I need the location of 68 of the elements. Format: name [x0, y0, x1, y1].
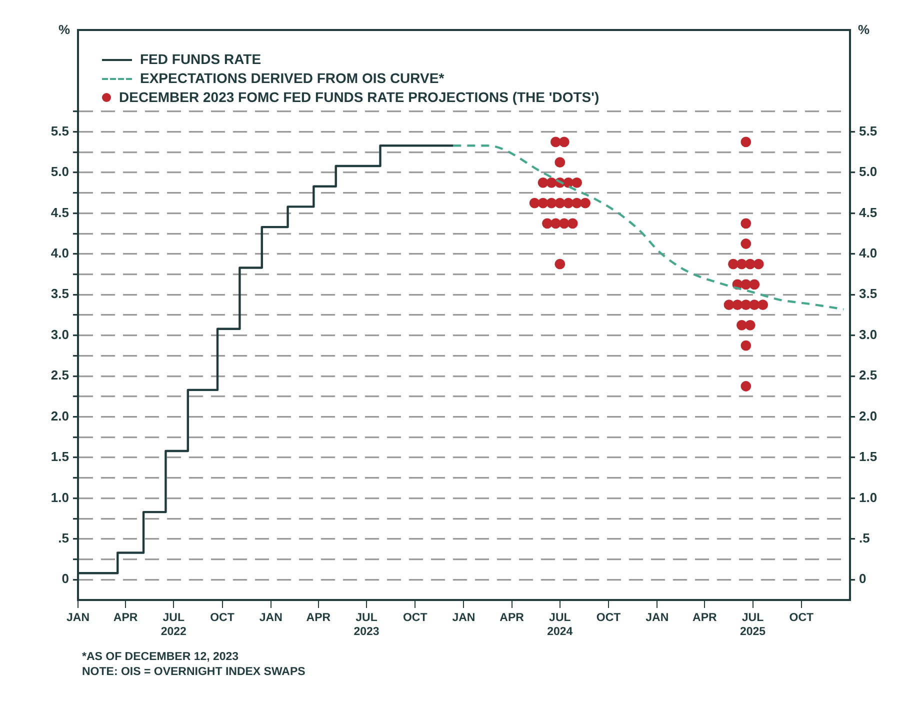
x-tick-label: JUL 2025: [740, 612, 766, 638]
y2-tick-label: 4.0: [859, 246, 878, 261]
y-tick-label: 1.5: [50, 449, 69, 464]
y-tick-label: 3.5: [50, 286, 69, 302]
point: [740, 340, 752, 351]
y2-tick-label: 1.0: [859, 490, 878, 505]
x-tick-label: APR: [113, 612, 138, 624]
point: [558, 136, 570, 148]
point: [554, 157, 566, 168]
point: [740, 136, 752, 148]
y2-axis-title: %: [858, 22, 870, 38]
point: [550, 136, 561, 148]
point: [744, 320, 756, 330]
point: [740, 381, 752, 392]
text: NOTE: OIS = OVERNIGHT INDEX SWAPS: [82, 665, 306, 680]
legend-label: FED FUNDS RATE: [140, 50, 262, 69]
point: [740, 218, 752, 229]
x-tick-label: OCT: [596, 612, 621, 624]
x-tick-label: JUL 2024: [547, 612, 574, 638]
y-tick-label: 4.0: [50, 246, 69, 261]
point: [538, 177, 548, 188]
y2-tick-label: 3.0: [859, 326, 878, 342]
x-tick-label: JAN: [452, 612, 476, 624]
y2-tick-label: 3.5: [859, 286, 878, 302]
y2-tick-label: 2.5: [859, 368, 878, 383]
y2-tick-label: .5: [859, 530, 870, 546]
y-tick-label: 3.0: [50, 326, 69, 342]
point: [538, 198, 548, 208]
legend-label: EXPECTATIONS DERIVED FROM OIS CURVE*: [140, 69, 444, 88]
x-tick-label: OCT: [402, 612, 428, 624]
x-tick-label: JAN: [66, 612, 90, 624]
y2-tick-label: 1.5: [859, 449, 878, 464]
y2-tick-label: 4.5: [859, 204, 878, 220]
legend-label: DECEMBER 2023 FOMC FED FUNDS RATE PROJECTIONS (THE 'DOTS'): [119, 88, 600, 107]
point: [758, 300, 768, 310]
y-tick-label: 4.5: [50, 204, 69, 220]
y-tick-label: 2.5: [50, 368, 69, 383]
point: [572, 198, 582, 208]
point: [753, 258, 764, 270]
point: [572, 177, 582, 188]
point: [580, 198, 590, 208]
y2-tick-label: 5.0: [859, 164, 878, 180]
point: [554, 258, 566, 270]
y2-tick-label: 5.5: [859, 123, 878, 138]
y-tick-label: 1.0: [50, 490, 69, 505]
y-tick-label: 5.5: [50, 123, 69, 138]
x-tick-label: OCT: [210, 612, 234, 624]
point: [749, 279, 760, 290]
x-tick-label: JUL 2023: [354, 612, 380, 638]
point: [740, 238, 752, 249]
x-tick-label: APR: [692, 612, 718, 624]
y-tick-label: .5: [58, 530, 69, 546]
x-tick-label: JAN: [646, 612, 669, 624]
x-tick-label: JAN: [259, 612, 282, 624]
y2-tick-label: 2.0: [859, 408, 878, 424]
y2-tick-label: 0: [859, 571, 866, 586]
x-tick-label: APR: [306, 612, 332, 624]
text: *AS OF DECEMBER 12, 2023: [82, 650, 240, 665]
y-tick-label: 0: [62, 571, 69, 586]
line-series: [452, 144, 845, 310]
point: [724, 300, 734, 310]
x-tick-label: APR: [500, 612, 525, 624]
y-tick-label: 5.0: [50, 164, 69, 180]
y-tick-label: 2.0: [50, 408, 69, 424]
point: [567, 218, 578, 229]
x-tick-label: JUL 2022: [160, 612, 186, 638]
y-axis-title: %: [58, 22, 70, 38]
x-tick-label: OCT: [789, 612, 814, 624]
